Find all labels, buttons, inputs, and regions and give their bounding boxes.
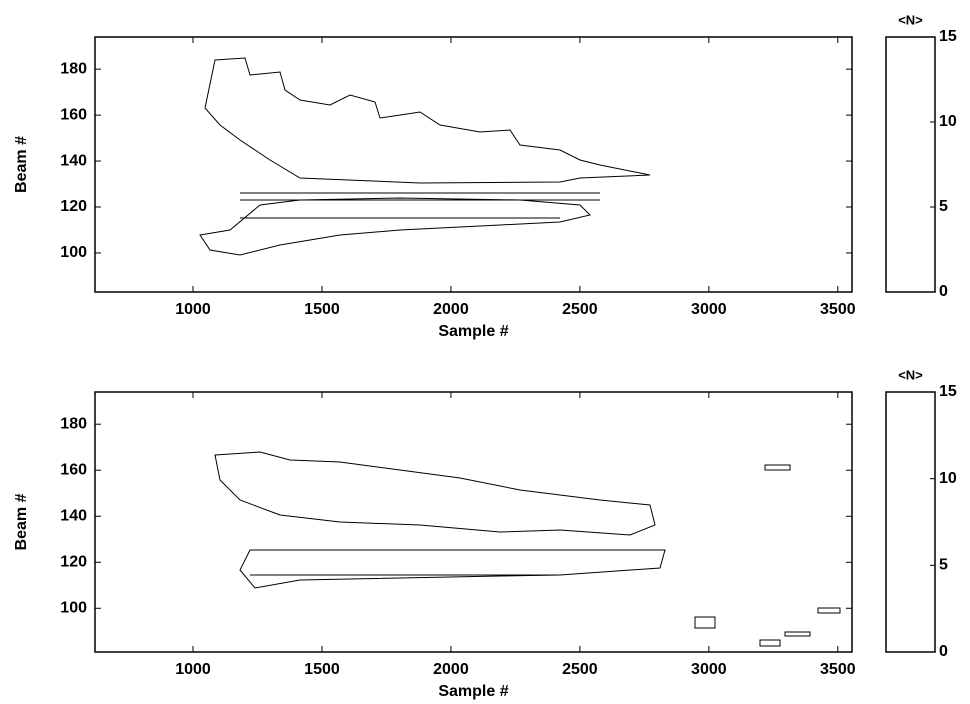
y-tick-label: 100 [60,244,87,261]
y-tick-label: 160 [60,461,87,478]
colorbar-tick-label: 15 [939,28,957,45]
plot-frame [94,36,853,293]
colorbar [885,36,936,293]
colorbar-label: <N> [898,367,923,382]
colorbar-tick-label: 0 [939,283,948,300]
colorbar-tick-label: 10 [939,470,957,487]
colorbar-tick-label: 0 [939,643,948,660]
y-tick-label: 180 [60,415,87,432]
y-axis-label: Beam # [13,136,30,193]
y-tick-label: 160 [60,106,87,123]
x-tick-label: 3000 [691,661,727,678]
x-tick-label: 3000 [691,301,727,318]
y-tick-label: 100 [60,600,87,617]
colorbar-tick-label: 5 [939,198,948,215]
x-tick-label: 2000 [433,661,469,678]
y-tick-label: 120 [60,553,87,570]
plot-frame [94,391,853,653]
colorbar-tick-label: 10 [939,113,957,130]
y-tick-label: 180 [60,60,87,77]
y-tick-label: 140 [60,507,87,524]
x-tick-label: 3500 [820,661,856,678]
contour-decor [199,57,841,647]
x-tick-label: 1000 [175,661,211,678]
y-tick-label: 140 [60,152,87,169]
x-axis-label: Sample # [438,683,508,700]
y-axis-label: Beam # [13,493,30,550]
x-tick-label: 2500 [562,301,598,318]
x-axis-label: Sample # [438,323,508,340]
colorbar-tick-label: 15 [939,383,957,400]
x-tick-label: 2500 [562,661,598,678]
colorbar-label: <N> [898,12,923,27]
x-tick-label: 1500 [304,301,340,318]
y-tick-label: 120 [60,198,87,215]
x-tick-label: 1500 [304,661,340,678]
x-tick-label: 1000 [175,301,211,318]
x-tick-label: 3500 [820,301,856,318]
colorbar-tick-label: 5 [939,557,948,574]
x-tick-label: 2000 [433,301,469,318]
colorbar [885,391,936,653]
